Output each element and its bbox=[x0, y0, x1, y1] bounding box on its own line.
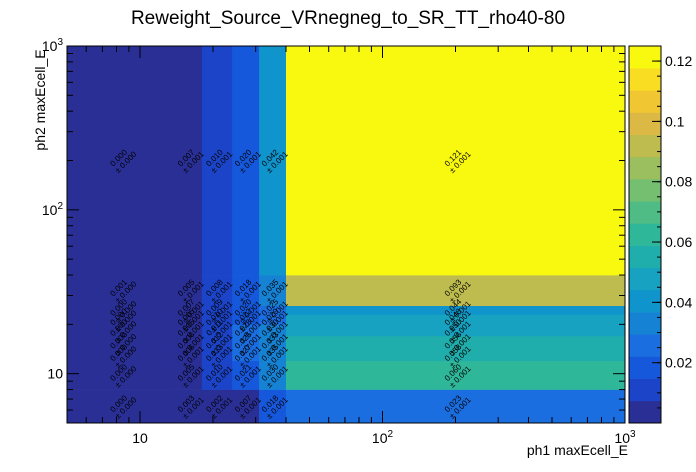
heatmap-cell bbox=[175, 324, 203, 337]
heatmap-cell bbox=[285, 335, 626, 351]
heatmap-cell bbox=[67, 324, 176, 337]
heatmap-cell bbox=[175, 275, 203, 306]
colorbar-segment bbox=[629, 68, 661, 91]
heatmap-cell bbox=[232, 360, 260, 390]
heatmap-cell bbox=[201, 324, 233, 337]
colorbar-segment bbox=[629, 201, 661, 224]
heatmap-cell bbox=[201, 46, 233, 276]
colorbar: 0.02 0.04 0.06 0.08 0.1 0.12 bbox=[628, 45, 692, 424]
heatmap-cell bbox=[201, 349, 233, 362]
heatmap-cell bbox=[285, 324, 626, 337]
colorbar-segment bbox=[629, 90, 661, 113]
y-tick-label: 103 bbox=[42, 37, 64, 54]
plot-frame bbox=[66, 45, 626, 424]
heatmap-cell bbox=[201, 314, 233, 325]
heatmap-cell bbox=[67, 335, 176, 351]
heatmap-cell bbox=[259, 324, 287, 337]
heatmap-cell bbox=[67, 305, 176, 315]
heatmap-cell bbox=[67, 360, 176, 390]
heatmap-cell bbox=[259, 305, 287, 315]
heatmap-cell bbox=[67, 46, 176, 276]
heatmap-cell bbox=[201, 335, 233, 351]
heatmap-cell bbox=[232, 335, 260, 351]
heatmap-cell bbox=[259, 389, 287, 424]
colorbar-tick-label: 0.1 bbox=[665, 113, 685, 129]
heatmap-cell bbox=[259, 314, 287, 325]
heatmap-cell bbox=[175, 305, 203, 315]
colorbar-segment bbox=[629, 46, 661, 69]
heatmap-cell bbox=[232, 46, 260, 276]
heatmap-cell bbox=[201, 389, 233, 424]
colorbar-segment bbox=[629, 112, 661, 136]
axes: 10 102 103 10 102 103 bbox=[42, 37, 636, 446]
colorbar-segment bbox=[629, 289, 661, 313]
heatmap-cell bbox=[285, 314, 626, 325]
heatmap-cell bbox=[232, 314, 260, 325]
colorbar-segment bbox=[629, 334, 661, 357]
heatmap-cell bbox=[285, 46, 626, 276]
heatmap-cell bbox=[201, 275, 233, 306]
heatmap-cells bbox=[67, 46, 626, 424]
heatmap-cell bbox=[67, 275, 176, 306]
heatmap-cell bbox=[175, 360, 203, 390]
heatmap-cell bbox=[175, 335, 203, 351]
heatmap-cell bbox=[232, 324, 260, 337]
heatmap-cell bbox=[285, 275, 626, 306]
heatmap-cell bbox=[175, 314, 203, 325]
colorbar-frame bbox=[628, 45, 662, 424]
x-tick-label: 102 bbox=[372, 429, 394, 446]
heatmap-cell bbox=[232, 349, 260, 362]
chart-title: Reweight_Source_VRnegneg_to_SR_TT_rho40-… bbox=[130, 8, 566, 29]
y-tick-label: 10 bbox=[47, 366, 63, 382]
y-axis-label: ph2 maxEcell_E bbox=[32, 49, 48, 151]
heatmap-cell bbox=[175, 349, 203, 362]
heatmap-cell bbox=[67, 349, 176, 362]
heatmap-cell bbox=[259, 335, 287, 351]
colorbar-tick-label: 0.06 bbox=[665, 234, 692, 250]
heatmap-cell bbox=[201, 305, 233, 315]
x-axis-label: ph1 maxEcell_E bbox=[526, 442, 628, 458]
heatmap-cell bbox=[67, 314, 176, 325]
heatmap-cell bbox=[175, 389, 203, 424]
colorbar-segment bbox=[629, 134, 661, 158]
colorbar-segment bbox=[629, 245, 661, 269]
heatmap-cell bbox=[259, 275, 287, 306]
colorbar-tick-label: 0.02 bbox=[665, 355, 692, 371]
heatmap-cell bbox=[175, 46, 203, 276]
colorbar-segment bbox=[629, 179, 661, 202]
colorbar-tick-label: 0.12 bbox=[665, 53, 692, 69]
heatmap-cell bbox=[285, 305, 626, 315]
heatmap-cell bbox=[259, 360, 287, 390]
colorbar-segment bbox=[629, 356, 661, 379]
x-tick-label: 10 bbox=[132, 430, 148, 446]
heatmap-cell bbox=[259, 46, 287, 276]
heatmap-cell bbox=[285, 360, 626, 390]
colorbar-segment bbox=[629, 378, 661, 402]
colorbar-segment bbox=[629, 156, 661, 180]
colorbar-segment bbox=[629, 312, 661, 335]
heatmap-cell bbox=[232, 305, 260, 315]
heatmap-cell bbox=[232, 389, 260, 424]
heatmap-cell bbox=[285, 349, 626, 362]
heatmap-cell bbox=[232, 275, 260, 306]
colorbar-segment bbox=[629, 223, 661, 246]
colorbar-tick-label: 0.08 bbox=[665, 174, 692, 190]
colorbar-segment bbox=[629, 267, 661, 291]
colorbar-segment bbox=[629, 400, 661, 424]
x-tick-label: 103 bbox=[614, 429, 636, 446]
heatmap-cell bbox=[67, 389, 176, 424]
colorbar-tick-label: 0.04 bbox=[665, 294, 692, 310]
y-tick-label: 102 bbox=[42, 201, 64, 218]
heatmap-cell bbox=[201, 360, 233, 390]
heatmap-cell bbox=[259, 349, 287, 362]
